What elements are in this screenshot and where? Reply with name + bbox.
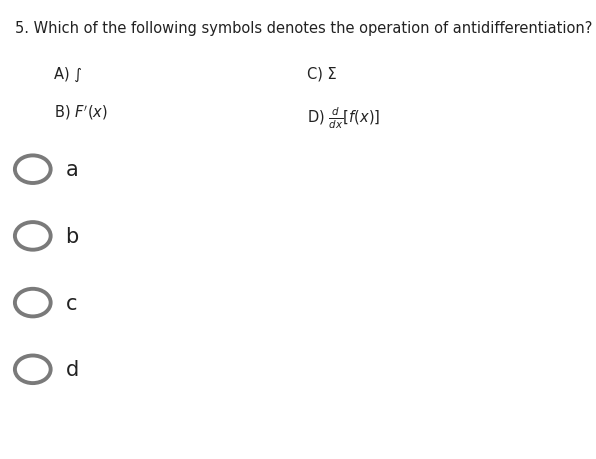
Text: C) Σ: C) Σ [307,67,337,82]
Text: a: a [66,160,78,180]
Text: c: c [66,293,77,313]
Text: 5. Which of the following symbols denotes the operation of antidifferentiation?: 5. Which of the following symbols denote… [15,21,592,36]
Text: b: b [66,226,79,246]
Text: d: d [66,359,79,380]
Text: D) $\frac{d}{dx}\left[f(x)\right]$: D) $\frac{d}{dx}\left[f(x)\right]$ [307,106,380,131]
Text: B) $F'(x)$: B) $F'(x)$ [54,103,108,122]
Text: A) ∫: A) ∫ [54,67,82,82]
